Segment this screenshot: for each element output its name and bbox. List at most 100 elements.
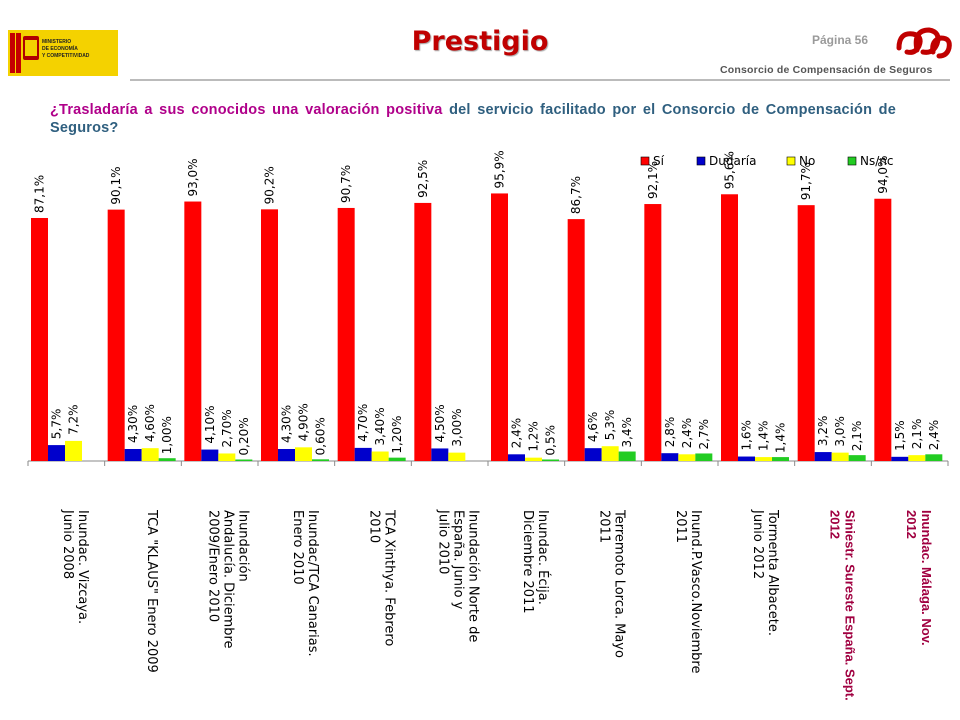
- data-label-dudaria: 1,5%: [893, 420, 907, 451]
- data-label-nsnc: 3,4%: [620, 417, 634, 448]
- data-label-si: 90,1%: [109, 166, 123, 204]
- data-label-no: 3,40%: [373, 407, 387, 445]
- data-label-si: 93,0%: [186, 158, 200, 196]
- bar-nsnc: [312, 459, 329, 461]
- bar-no: [755, 457, 772, 461]
- bar-no: [525, 457, 542, 461]
- category-label: Junio 2008: [60, 509, 75, 579]
- bar-nsnc: [235, 459, 253, 461]
- bar-dudaria: [661, 453, 679, 461]
- data-label-si: 92,5%: [416, 160, 430, 198]
- page-number: Página 56: [812, 33, 869, 47]
- data-label-nsnc: 0,5%: [544, 425, 558, 456]
- data-label-dudaria: 4,30%: [280, 405, 294, 443]
- bar-nsnc: [848, 455, 866, 461]
- data-label-si: 90,2%: [263, 166, 277, 204]
- data-label-nsnc: 2,4%: [927, 420, 941, 451]
- data-label-si: 91,7%: [799, 162, 813, 200]
- data-label-no: 7,2%: [67, 404, 81, 435]
- category-label: Tormenta Albacete.: [765, 509, 780, 636]
- bar-si: [874, 198, 892, 462]
- bar-nsnc: [388, 457, 406, 461]
- data-label-si: 95,9%: [493, 150, 507, 188]
- category-label: Siniestr. Sureste España. Sept.: [843, 510, 858, 701]
- category-label: 2011: [673, 510, 688, 543]
- category-label: 2012: [904, 510, 919, 539]
- category-label: Inundac. Málaga. Nov.: [919, 510, 934, 646]
- bar-nsnc: [695, 453, 713, 461]
- category-label: TCA Xinthya. Febrero: [382, 509, 397, 646]
- data-label-nsnc: 0,20%: [237, 417, 251, 455]
- data-label-nsnc: 1,4%: [774, 423, 788, 454]
- bar-si: [797, 205, 815, 461]
- data-label-dudaria: 5,7%: [50, 409, 64, 440]
- bar-dudaria: [124, 449, 142, 461]
- bar-si: [337, 207, 355, 461]
- data-label-no: 4,60%: [143, 404, 157, 442]
- bar-nsnc: [925, 454, 943, 461]
- bar-si: [567, 219, 585, 461]
- data-label-nsnc: 2,7%: [697, 419, 711, 450]
- data-label-dudaria: 4,6%: [586, 412, 600, 443]
- bar-si: [414, 202, 432, 462]
- category-label: Inundación Norte de: [466, 510, 481, 642]
- category-label: Andalucía. Diciembre: [221, 510, 236, 649]
- data-label-nsnc: 0,60%: [314, 417, 328, 455]
- bar-no: [678, 454, 696, 461]
- legend-label-si: Sí: [653, 154, 665, 168]
- category-label: 2012: [828, 510, 843, 539]
- ministry-line-1: MINISTERIO: [42, 39, 71, 45]
- data-label-nsnc: 1,00%: [160, 416, 174, 454]
- legend-label-dudaria: Dudaría: [709, 154, 756, 168]
- category-label: 2010: [367, 510, 382, 543]
- flag-stripe-icon: [10, 33, 15, 73]
- data-label-no: 4,90%: [297, 403, 311, 441]
- category-label: Julio 2010: [436, 509, 451, 574]
- header-divider: [130, 79, 950, 81]
- category-label: Inundac/TCA Canarias.: [305, 510, 320, 657]
- data-label-no: 2,1%: [910, 419, 924, 450]
- bar-nsnc: [542, 459, 559, 461]
- bar-no: [908, 455, 926, 461]
- category-label: 2011: [597, 510, 612, 543]
- legend-label-no: No: [799, 154, 815, 168]
- bar-dudaria: [431, 448, 449, 461]
- category-label: Terremoto Lorca. Mayo: [612, 509, 627, 658]
- bar-nsnc: [618, 451, 636, 461]
- data-label-si: 95,6%: [723, 151, 737, 189]
- data-label-no: 3,00%: [450, 409, 464, 447]
- data-label-no: 1,2%: [527, 421, 541, 452]
- data-label-no: 2,70%: [220, 409, 234, 447]
- bar-no: [65, 440, 82, 461]
- data-label-dudaria: 1,6%: [740, 420, 754, 451]
- bar-no: [601, 446, 619, 461]
- bar-si: [644, 204, 662, 461]
- data-label-no: 1,4%: [757, 421, 771, 452]
- data-label-si: 87,1%: [33, 175, 47, 213]
- question-rest: del servicio facilitado por el Consorcio…: [50, 102, 896, 136]
- data-label-si: 92,1%: [646, 161, 660, 199]
- data-label-dudaria: 4,30%: [126, 405, 140, 443]
- bar-si: [184, 201, 202, 461]
- consorcio-logo-icon: [896, 27, 952, 59]
- bar-dudaria: [201, 449, 219, 461]
- organization-name: Consorcio de Compensación de Seguros: [720, 64, 933, 76]
- bar-no: [371, 451, 389, 461]
- data-label-dudaria: 2,8%: [663, 417, 677, 448]
- data-label-si: 90,7%: [339, 165, 353, 203]
- category-label: Inundac. Vizcaya.: [75, 510, 90, 624]
- legend-swatch-si: [640, 156, 650, 166]
- category-label: Junio 2012: [750, 509, 765, 579]
- bar-dudaria: [278, 449, 295, 461]
- bar-si: [31, 217, 48, 461]
- bar-dudaria: [354, 447, 372, 461]
- bar-no: [831, 452, 849, 461]
- bar-no: [218, 453, 236, 461]
- bar-dudaria: [814, 452, 832, 461]
- data-label-dudaria: 4,10%: [203, 405, 217, 443]
- bar-no: [141, 448, 159, 461]
- bar-nsnc: [772, 457, 789, 461]
- data-label-nsnc: 2,1%: [850, 421, 864, 452]
- data-label-no: 5,3%: [603, 410, 617, 441]
- data-label-nsnc: 1,20%: [390, 416, 404, 454]
